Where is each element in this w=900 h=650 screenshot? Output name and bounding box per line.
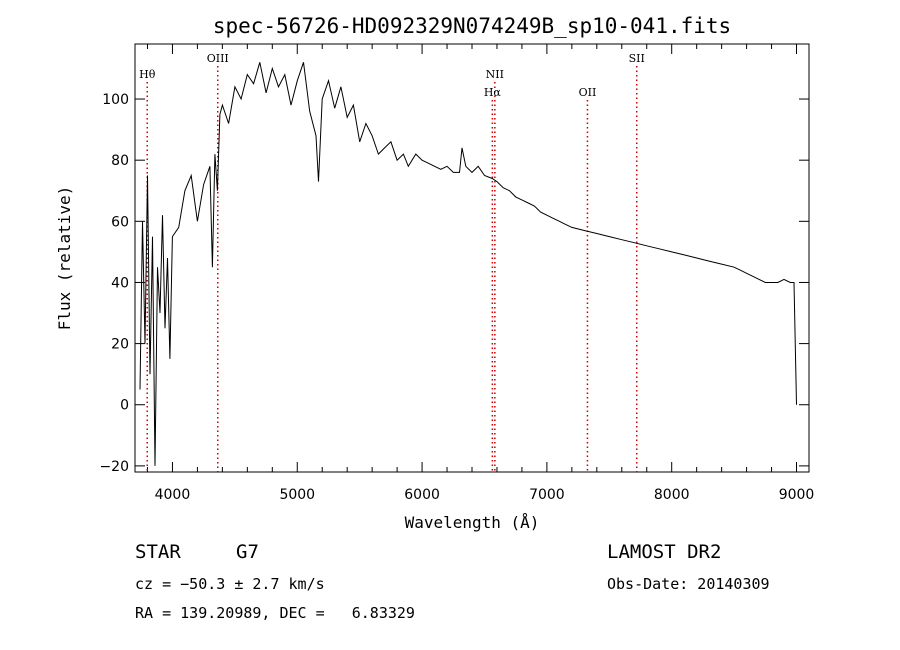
coordinates-text: RA = 139.20989, DEC = 6.83329: [135, 604, 415, 622]
spectral-line-label: OIII: [207, 52, 229, 65]
spectral-line-label: SII: [629, 52, 645, 65]
y-tick-label: 80: [111, 153, 129, 169]
spectral-line-label: Hθ: [139, 68, 156, 81]
x-tick-label: 5000: [279, 487, 315, 503]
obs-date-text: Obs-Date: 20140309: [607, 575, 770, 593]
x-tick-label: 7000: [529, 487, 565, 503]
object-class: STAR: [135, 541, 181, 563]
y-tick-label: 40: [111, 275, 129, 291]
spectral-line-label: OII: [579, 86, 597, 99]
spectral-line-label: Hα: [484, 86, 502, 99]
x-tick-label: 6000: [404, 487, 440, 503]
x-tick-label: 9000: [779, 487, 815, 503]
x-axis-label: Wavelength (Å): [405, 513, 540, 532]
object-subclass: G7: [236, 541, 259, 563]
x-tick-label: 8000: [654, 487, 690, 503]
chart-title: spec-56726-HD092329N074249B_sp10-041.fit…: [213, 14, 731, 38]
x-tick-label: 4000: [155, 487, 191, 503]
y-tick-label: 20: [111, 337, 129, 353]
survey-label: LAMOST DR2: [607, 541, 722, 563]
redshift-text: cz = −50.3 ± 2.7 km/s: [135, 575, 325, 593]
spectrum-line: [139, 62, 797, 466]
plot-frame: [134, 43, 810, 473]
spectral-line-label: NII: [486, 68, 504, 81]
y-tick-label: 100: [102, 92, 129, 108]
y-tick-label: 0: [120, 398, 129, 414]
y-axis-label: Flux (relative): [55, 186, 74, 331]
y-tick-label: 60: [111, 214, 129, 230]
y-tick-label: −20: [99, 459, 129, 475]
